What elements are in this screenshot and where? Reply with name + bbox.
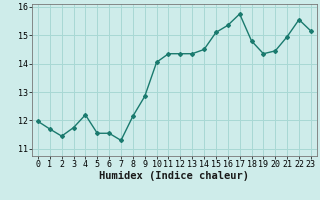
X-axis label: Humidex (Indice chaleur): Humidex (Indice chaleur) [100,171,249,181]
